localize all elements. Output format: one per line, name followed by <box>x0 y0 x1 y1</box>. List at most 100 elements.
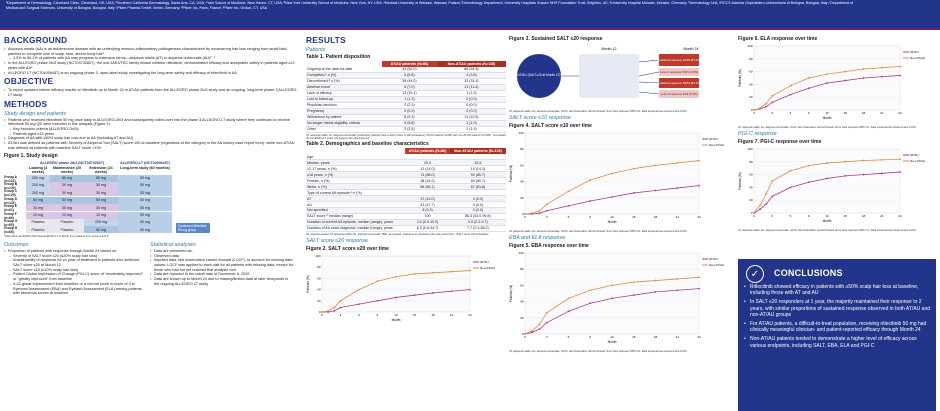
row-label: Other <box>306 126 382 133</box>
row-label: Not specified <box>306 207 406 215</box>
phase-loading: Loading (4 weeks) <box>28 165 48 174</box>
column-left: BACKGROUND Alopecia areata (AA) is an au… <box>4 34 298 296</box>
dose-cell: 50 mg <box>118 226 172 235</box>
sust-box-2-text: Loss of response 5/39 (12.8%) <box>660 70 698 74</box>
data-point <box>654 189 657 192</box>
data-point <box>567 190 570 193</box>
table-row: Ongoing at the data cut date 43 (50.0) 68 … <box>306 67 506 74</box>
affiliations-text: ᵃDepartment of Dermatology, Cleveland Cl… <box>6 1 854 10</box>
group-row: Group C (n=129) 200 mg 30 mg 30 mg 50 mg <box>4 189 286 198</box>
row-value: 6 (7.0) <box>381 84 437 91</box>
group-label: Group G (n=65) <box>4 218 18 227</box>
x-tick-label: 21 <box>880 111 884 115</box>
data-point <box>765 203 768 206</box>
row-value: 67 (63.8) <box>449 183 506 191</box>
table-row: Age <box>306 154 506 161</box>
data-point <box>771 101 774 104</box>
row-value: 0 (0.0) <box>449 201 506 209</box>
data-point <box>826 162 828 165</box>
data-point <box>413 294 416 297</box>
list-item: A ≥2-grade improvement from baseline or … <box>4 282 144 296</box>
y-tick-label: 0 <box>751 211 753 215</box>
y-tick-label: 0 <box>751 108 753 112</box>
x-tick-label: 18 <box>862 111 866 115</box>
table-row: White, n (%) 56 (65.1) 67 (63.8) <box>306 183 506 191</box>
methods-list: Patients who received ritlecitinib 50 mg… <box>4 118 298 151</box>
table-row: Duration of AA since diagnosis, median (… <box>306 225 506 233</box>
row-label: Ongoing at the data cut date <box>306 67 382 74</box>
data-point <box>545 322 548 324</box>
y-tick-label: 0 <box>522 332 524 336</box>
x-tick-label: 18 <box>862 214 866 218</box>
sust-box-4-text: Loss of response 4/63 (6.3%) <box>661 92 698 96</box>
data-point <box>676 162 679 165</box>
data-point <box>632 167 635 170</box>
row-value: 43 (50.0) <box>381 67 437 74</box>
data-point <box>765 105 768 108</box>
x-tick-label: 15 <box>632 335 636 339</box>
figure5-footnote: AT, alopecia totalis; AU, alopecia unive… <box>509 350 688 354</box>
legend-label: Non-AT/AU <box>709 263 724 267</box>
sust-box-4 <box>659 90 699 98</box>
table-row: Discontinued,ᵇ n (%) 38 (44.2) 33 (31.4) <box>306 78 506 85</box>
x-tick-label: 0 <box>321 313 323 317</box>
table-row: No longer meets eligibility criteria 5 (5… <box>306 120 506 127</box>
table2-footnote: AA, alopecia areata; AT, alopecia totali… <box>306 233 490 237</box>
row-value <box>449 189 506 197</box>
conclusions-heading: CONCLUSIONS <box>774 268 843 278</box>
pgic-subheading: PGI-C response <box>738 131 777 138</box>
data-point <box>524 333 526 336</box>
data-point <box>333 306 336 309</box>
row-value: 69 (65.7) <box>449 177 506 185</box>
patients-subheading: Patients <box>306 47 326 53</box>
y-tick-label: 20 <box>520 196 524 200</box>
row-value: 0 (0.0) <box>436 96 506 103</box>
row-label: AU <box>306 201 406 209</box>
x-tick-label: 0 <box>753 214 755 218</box>
row-value: 56 (65.1) <box>405 183 450 191</box>
y-tick-label: 40 <box>520 300 524 304</box>
sust-box-1-text: Sustained response 34/39 (87.2%) <box>657 58 700 62</box>
table1-caption: Table 1. Patient disposition <box>306 54 371 60</box>
row-label: Female, n (%) <box>306 177 406 185</box>
list-item: Diagnosis of AA with ≥50% scalp hair los… <box>4 136 298 141</box>
row-label: Lack of efficacy <box>306 90 382 97</box>
row-value: 2 (2.3) <box>381 102 437 109</box>
figure1-footnote: *Data within ALLEGRO-2b/3 and ALLEGRO-LT… <box>4 234 109 238</box>
data-point <box>538 212 541 215</box>
list-item: Data are presented as: <box>150 249 294 254</box>
data-point <box>531 330 534 333</box>
row-value: 0 (0.0) <box>436 102 506 109</box>
figure3-footnote: AT, alopecia totalis; AU, alopecia unive… <box>509 110 688 113</box>
row-label: ≥18 years, n (%) <box>306 171 406 179</box>
row-label: Duration of AA since diagnosis, median (… <box>306 225 406 233</box>
y-tick-label: 20 <box>317 299 321 303</box>
poster-body: BACKGROUND Alopecia areata (AA) is an au… <box>0 30 940 411</box>
list-item: In SALT ≤20 responders at 1 year, the ma… <box>744 299 930 318</box>
table-row: ≥18 years, n (%) 74 (86.0) 90 (85.7) <box>306 171 506 179</box>
list-item: Data are shown up to Month 24 due to mis… <box>150 277 294 286</box>
list-item: 4.5% to 56.1% of patients with AA may pr… <box>4 56 298 61</box>
x-tick-label: 0 <box>524 335 526 339</box>
plot-area <box>753 149 901 214</box>
data-point <box>611 297 613 300</box>
y-tick-label: 60 <box>749 173 753 177</box>
figure4-footnote: AT, alopecia totalis; AU, alopecia unive… <box>509 230 688 234</box>
data-point <box>395 276 397 278</box>
data-point <box>538 323 541 326</box>
y-tick-label: 100 <box>518 131 523 135</box>
x-tick-label: 24 <box>898 111 902 115</box>
row-value <box>405 154 450 161</box>
x-tick-label: 3 <box>771 214 773 218</box>
y-tick-label: 80 <box>520 147 524 151</box>
ongoing-group-label: Continued ritlecitinib 50 mg group <box>176 222 210 233</box>
data-point <box>759 208 761 211</box>
row-value: 11 (10.5) <box>436 114 506 121</box>
data-point <box>789 84 792 87</box>
table-row: AT 37 (43.0) 0 (0.0) <box>306 195 506 203</box>
data-point <box>589 302 592 305</box>
results-heading: RESULTS <box>306 35 346 45</box>
data-point <box>611 196 613 199</box>
